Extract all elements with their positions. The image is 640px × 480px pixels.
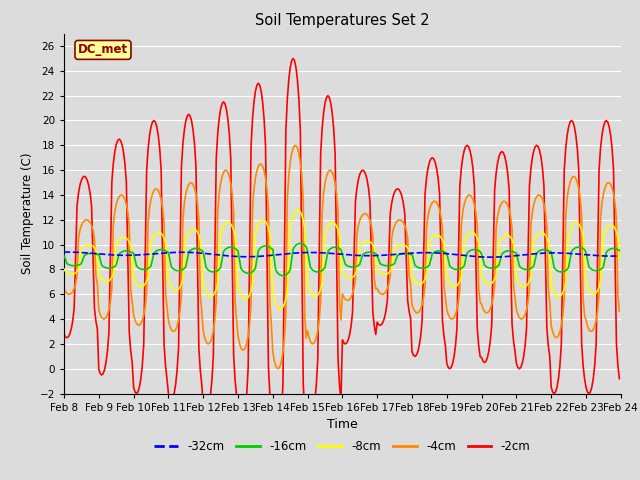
Legend: -32cm, -16cm, -8cm, -4cm, -2cm: -32cm, -16cm, -8cm, -4cm, -2cm bbox=[150, 435, 535, 458]
Title: Soil Temperatures Set 2: Soil Temperatures Set 2 bbox=[255, 13, 429, 28]
X-axis label: Time: Time bbox=[327, 418, 358, 431]
Y-axis label: Soil Temperature (C): Soil Temperature (C) bbox=[21, 153, 34, 275]
Text: DC_met: DC_met bbox=[78, 43, 128, 56]
